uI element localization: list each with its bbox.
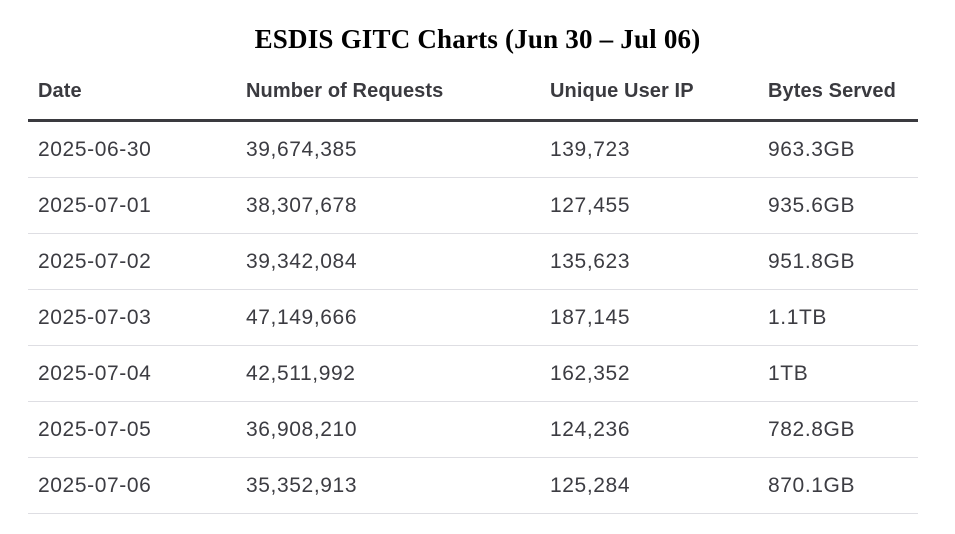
table-row: 2025-07-01 38,307,678 127,455 935.6GB (28, 178, 918, 234)
cell-requests: 47,149,666 (246, 305, 358, 329)
column-header-unique-ip: Unique User IP (550, 80, 694, 102)
cell-unique-ip: 135,623 (550, 249, 631, 273)
cell-requests: 39,342,084 (246, 249, 358, 273)
cell-requests: 36,908,210 (246, 417, 358, 441)
cell-requests: 35,352,913 (246, 473, 358, 497)
cell-requests: 38,307,678 (246, 193, 358, 217)
table-header-row: Date Number of Requests Unique User IP B… (28, 64, 918, 122)
table-row: 2025-07-02 39,342,084 135,623 951.8GB (28, 234, 918, 290)
cell-requests: 42,511,992 (246, 361, 356, 385)
cell-date: 2025-07-04 (38, 361, 152, 385)
column-header-requests: Number of Requests (246, 80, 444, 102)
cell-date: 2025-07-01 (38, 193, 152, 217)
cell-bytes-served: 935.6GB (768, 193, 856, 217)
cell-bytes-served: 1.1TB (768, 305, 828, 329)
table-row: 2025-07-04 42,511,992 162,352 1TB (28, 346, 918, 402)
cell-bytes-served: 782.8GB (768, 417, 856, 441)
cell-unique-ip: 162,352 (550, 361, 631, 385)
cell-unique-ip: 139,723 (550, 137, 631, 161)
stats-table: Date Number of Requests Unique User IP B… (28, 64, 918, 514)
cell-bytes-served: 963.3GB (768, 137, 856, 161)
cell-unique-ip: 127,455 (550, 193, 631, 217)
cell-bytes-served: 951.8GB (768, 249, 856, 273)
cell-date: 2025-06-30 (38, 137, 152, 161)
column-header-date: Date (38, 80, 82, 102)
cell-date: 2025-07-06 (38, 473, 152, 497)
table-row: 2025-07-03 47,149,666 187,145 1.1TB (28, 290, 918, 346)
cell-requests: 39,674,385 (246, 137, 358, 161)
cell-unique-ip: 124,236 (550, 417, 631, 441)
table-row: 2025-07-06 35,352,913 125,284 870.1GB (28, 458, 918, 514)
table-row: 2025-07-05 36,908,210 124,236 782.8GB (28, 402, 918, 458)
cell-date: 2025-07-02 (38, 249, 152, 273)
cell-bytes-served: 870.1GB (768, 473, 856, 497)
table-row: 2025-06-30 39,674,385 139,723 963.3GB (28, 122, 918, 178)
cell-unique-ip: 187,145 (550, 305, 631, 329)
cell-unique-ip: 125,284 (550, 473, 631, 497)
cell-bytes-served: 1TB (768, 361, 809, 385)
cell-date: 2025-07-03 (38, 305, 152, 329)
cell-date: 2025-07-05 (38, 417, 152, 441)
chart-title: ESDIS GITC Charts (Jun 30 – Jul 06) (254, 24, 701, 54)
column-header-bytes-served: Bytes Served (768, 80, 896, 102)
